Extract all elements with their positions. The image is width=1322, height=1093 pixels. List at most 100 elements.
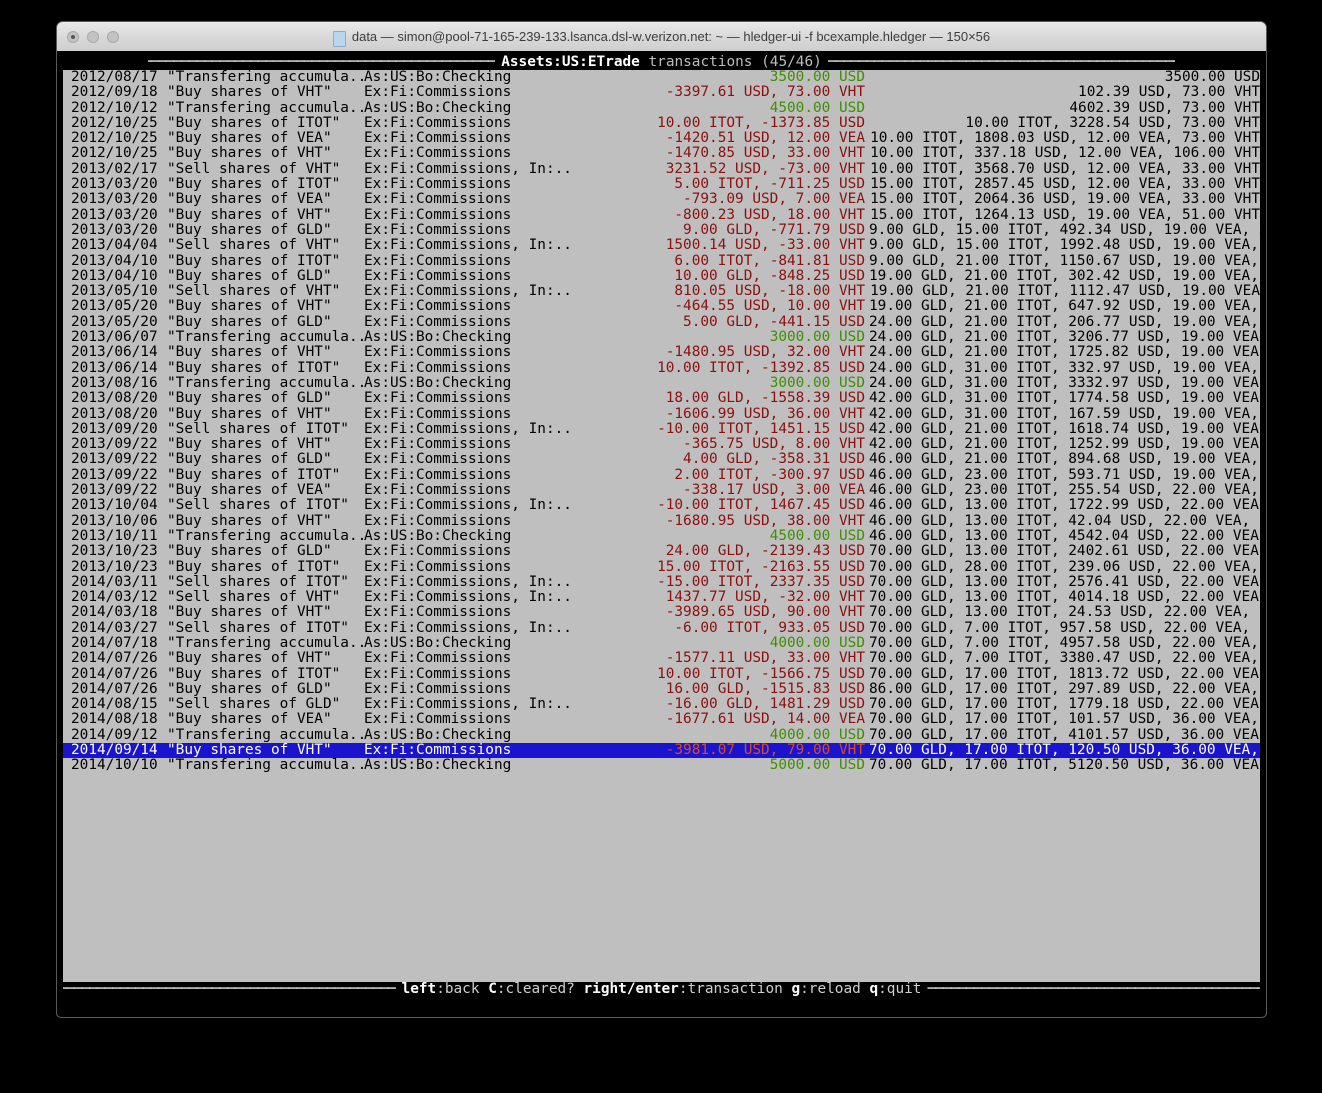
- table-row[interactable]: 2014/09/12 "Transfering accumula.. As:US:B…: [63, 726, 1260, 743]
- table-row[interactable]: 2013/09/22 "Buy shares of VHT" Ex:Fi:Commi…: [63, 436, 1260, 453]
- header-rule-left: ────────────────────────────────────────…: [148, 55, 496, 70]
- window-titlebar[interactable]: data — simon@pool-71-165-239-133.lsanca.…: [57, 22, 1266, 52]
- table-row[interactable]: 2014/08/15 "Sell shares of GLD" Ex:Fi:Comm…: [63, 696, 1260, 712]
- table-row[interactable]: 2013/10/06 "Buy shares of VHT" Ex:Fi:Commi…: [63, 512, 1260, 529]
- transactions-list[interactable]: 2012/08/17 "Transfering accumula.. As:US:B…: [63, 70, 1260, 982]
- status-line: ────────────────────────────────────────…: [63, 982, 1260, 997]
- table-row[interactable]: 2013/03/20 "Buy shares of GLD" Ex:Fi:Commi…: [63, 221, 1260, 238]
- table-row[interactable]: 2014/07/26 "Buy shares of ITOT" Ex:Fi:Comm…: [63, 665, 1260, 682]
- table-row[interactable]: 2013/06/14 "Buy shares of ITOT" Ex:Fi:Comm…: [63, 360, 1260, 376]
- row-balance: 9.00 GLD, 15.00 ITOT, 1992.48 USD, 19.00…: [869, 237, 1259, 254]
- table-row[interactable]: 2013/03/20 "Buy shares of VHT" Ex:Fi:Commi…: [63, 206, 1260, 223]
- table-row[interactable]: 2013/09/22 "Buy shares of VEA" Ex:Fi:Commi…: [63, 482, 1260, 498]
- row-balance: 9.00 GLD, 15.00 ITOT, 492.34 USD, 19.00 …: [869, 221, 1260, 238]
- status-keybindings[interactable]: left:back C:cleared? right/enter:transac…: [396, 982, 928, 997]
- table-row[interactable]: 2013/09/22 "Buy shares of GLD" Ex:Fi:Commi…: [63, 452, 1260, 468]
- table-row[interactable]: 2013/09/22 "Buy shares of ITOT" Ex:Fi:Comm…: [63, 466, 1260, 483]
- table-row[interactable]: 2012/10/25 "Buy shares of ITOT" Ex:Fi:Comm…: [63, 115, 1260, 131]
- close-button[interactable]: [67, 30, 79, 43]
- table-row[interactable]: 2013/08/20 "Buy shares of GLD" Ex:Fi:Commi…: [63, 390, 1260, 407]
- row-date: 2012/10/12: [71, 99, 158, 116]
- row-account: Ex:Fi:Commissions: [364, 512, 512, 529]
- table-row[interactable]: 2014/07/18 "Transfering accumula.. As:US:B…: [63, 635, 1260, 651]
- table-row[interactable]: 2014/03/12 "Sell shares of VHT" Ex:Fi:Comm…: [63, 589, 1260, 606]
- table-row[interactable]: 2013/03/20 "Buy shares of VEA" Ex:Fi:Commi…: [63, 191, 1260, 208]
- row-date: 2013/03/20: [71, 191, 158, 208]
- row-amount: 5.00 GLD, -441.15 USD: [683, 313, 865, 330]
- table-row[interactable]: 2012/10/25 "Buy shares of VEA" Ex:Fi:Commi…: [63, 130, 1260, 146]
- row-amount: 10.00 ITOT, -1566.75 USD: [657, 665, 865, 682]
- table-row[interactable]: 2013/03/20 "Buy shares of ITOT" Ex:Fi:Comm…: [63, 176, 1260, 193]
- row-date: 2013/03/20: [71, 176, 158, 193]
- row-account: Ex:Fi:Commissions: [364, 390, 512, 407]
- row-amount: 4000.00 USD: [769, 726, 865, 743]
- table-row[interactable]: 2012/08/17 "Transfering accumula.. As:US:B…: [63, 70, 1260, 85]
- table-row[interactable]: 2014/03/11 "Sell shares of ITOT" Ex:Fi:Com…: [63, 573, 1260, 590]
- table-row[interactable]: 2013/10/04 "Sell shares of ITOT" Ex:Fi:Com…: [63, 497, 1260, 514]
- row-account: Ex:Fi:Commissions, In:..: [364, 497, 572, 514]
- row-account: As:US:Bo:Checking: [364, 99, 512, 116]
- row-date: 2013/05/10: [71, 283, 158, 300]
- table-row[interactable]: 2013/10/23 "Buy shares of ITOT" Ex:Fi:Comm…: [63, 559, 1260, 575]
- table-row[interactable]: 2014/09/14 "Buy shares of VHT" Ex:Fi:Commi…: [63, 742, 1260, 759]
- table-row[interactable]: 2014/08/18 "Buy shares of VEA" Ex:Fi:Commi…: [63, 711, 1260, 728]
- table-row[interactable]: 2013/10/23 "Buy shares of GLD" Ex:Fi:Commi…: [63, 543, 1260, 560]
- table-row[interactable]: 2013/04/10 "Buy shares of GLD" Ex:Fi:Commi…: [63, 267, 1260, 284]
- row-account: Ex:Fi:Commissions: [364, 206, 512, 223]
- row-balance: 19.00 GLD, 21.00 ITOT, 302.42 USD, 19.00…: [869, 267, 1259, 284]
- table-row[interactable]: 2013/10/11 "Transfering accumula.. As:US:B…: [63, 527, 1260, 544]
- row-date: 2013/09/22: [71, 436, 158, 453]
- header-rule-right: ────────────────────────────────────────…: [827, 55, 1175, 70]
- row-date: 2013/03/20: [71, 206, 158, 223]
- table-row[interactable]: 2013/04/10 "Buy shares of ITOT" Ex:Fi:Comm…: [63, 253, 1260, 269]
- row-account: Ex:Fi:Commissions, In:..: [364, 619, 572, 636]
- table-row[interactable]: 2013/08/20 "Buy shares of VHT" Ex:Fi:Commi…: [63, 406, 1260, 422]
- table-row[interactable]: 2013/05/20 "Buy shares of GLD" Ex:Fi:Commi…: [63, 313, 1260, 330]
- row-description: "Buy shares of GLD": [167, 267, 332, 284]
- row-date: 2014/03/27: [71, 619, 158, 636]
- table-row[interactable]: 2014/10/10 "Transfering accumula.. As:US:B…: [63, 758, 1260, 774]
- table-row[interactable]: 2013/06/07 "Transfering accumula.. As:US:B…: [63, 329, 1260, 345]
- row-date: 2013/10/23: [71, 543, 158, 560]
- row-date: 2014/07/26: [71, 650, 158, 667]
- table-row[interactable]: 2014/03/18 "Buy shares of VHT" Ex:Fi:Commi…: [63, 605, 1260, 621]
- window-title-text: data — simon@pool-71-165-239-133.lsanca.…: [351, 29, 991, 44]
- row-date: 2014/09/14: [71, 742, 158, 759]
- table-row[interactable]: 2013/08/16 "Transfering accumula.. As:US:B…: [63, 374, 1260, 391]
- table-row[interactable]: 2013/06/14 "Buy shares of VHT" Ex:Fi:Commi…: [63, 345, 1260, 361]
- row-date: 2014/03/11: [71, 573, 158, 590]
- zoom-button[interactable]: [107, 30, 119, 43]
- row-balance: 70.00 GLD, 17.00 ITOT, 1813.72 USD, 22.0…: [869, 665, 1260, 682]
- table-row[interactable]: 2012/09/18 "Buy shares of VHT" Ex:Fi:Commi…: [63, 84, 1260, 100]
- row-account: As:US:Bo:Checking: [364, 527, 512, 544]
- row-description: "Sell shares of VHT": [167, 283, 341, 300]
- row-description: "Transfering accumula..: [167, 726, 367, 743]
- row-description: "Buy shares of GLD": [167, 221, 332, 238]
- row-account: Ex:Fi:Commissions: [364, 711, 512, 728]
- row-amount: -365.75 USD, 8.00 VHT: [683, 436, 865, 453]
- row-date: 2013/10/04: [71, 497, 158, 514]
- row-account: Ex:Fi:Commissions, In:..: [364, 589, 572, 606]
- table-row[interactable]: 2014/07/26 "Buy shares of GLD" Ex:Fi:Commi…: [63, 681, 1260, 697]
- row-description: "Buy shares of ITOT": [167, 466, 341, 483]
- row-account: As:US:Bo:Checking: [364, 374, 512, 391]
- table-row[interactable]: 2013/05/10 "Sell shares of VHT" Ex:Fi:Comm…: [63, 283, 1260, 300]
- table-row[interactable]: 2013/04/04 "Sell shares of VHT" Ex:Fi:Comm…: [63, 237, 1260, 254]
- row-date: 2013/08/20: [71, 390, 158, 407]
- row-description: "Buy shares of VEA": [167, 711, 332, 728]
- table-row[interactable]: 2013/02/17 "Sell shares of VHT" Ex:Fi:Comm…: [63, 160, 1260, 177]
- table-row[interactable]: 2012/10/12 "Transfering accumula.. As:US:B…: [63, 99, 1260, 116]
- table-row[interactable]: 2012/10/25 "Buy shares of VHT" Ex:Fi:Commi…: [63, 146, 1260, 162]
- row-account: Ex:Fi:Commissions: [364, 221, 512, 238]
- row-account: As:US:Bo:Checking: [364, 70, 512, 85]
- table-row[interactable]: 2013/09/20 "Sell shares of ITOT" Ex:Fi:Com…: [63, 421, 1260, 437]
- row-amount: 18.00 GLD, -1558.39 USD: [665, 390, 865, 407]
- status-rule-left: ────────────────────────────────────────…: [63, 982, 396, 997]
- table-row[interactable]: 2013/05/20 "Buy shares of VHT" Ex:Fi:Commi…: [63, 299, 1260, 315]
- minimize-button[interactable]: [87, 30, 99, 43]
- table-row[interactable]: 2014/07/26 "Buy shares of VHT" Ex:Fi:Commi…: [63, 650, 1260, 667]
- table-row[interactable]: 2014/03/27 "Sell shares of ITOT" Ex:Fi:Com…: [63, 619, 1260, 636]
- row-date: 2014/07/26: [71, 665, 158, 682]
- row-description: "Sell shares of VHT": [167, 160, 341, 177]
- status-key: q: [869, 982, 879, 997]
